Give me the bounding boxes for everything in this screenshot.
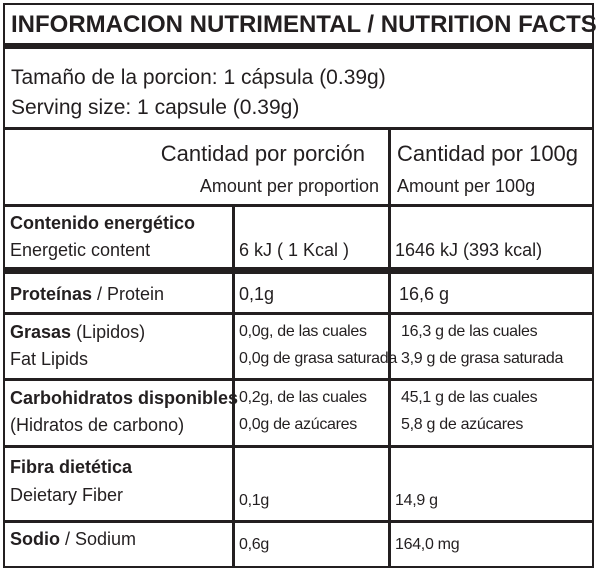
serving-size-en: Serving size: 1 capsule (0.39g) — [11, 96, 300, 119]
header-per-100g-es: Cantidad por 100g — [397, 141, 579, 166]
row-protein-label-en: / Protein — [92, 284, 165, 304]
row-sodium-label-es: Sodio — [10, 529, 60, 549]
rule-carbs — [5, 445, 592, 448]
col-divider-right — [388, 207, 391, 568]
row-fiber-label-en: Deietary Fiber — [10, 485, 124, 505]
col-divider-right-header — [388, 130, 391, 204]
row-energy-label-en: Energetic content — [10, 240, 151, 260]
row-protein-per100: 16,6 g — [399, 284, 450, 304]
header-per-100g-en: Amount per 100g — [397, 176, 536, 196]
row-energy-label-es: Contenido energético — [10, 213, 196, 233]
row-fat-portion-1: 0,0g, de las cuales — [239, 323, 367, 340]
row-energy-portion: 6 kJ ( 1 Kcal ) — [239, 240, 350, 260]
row-carbs-portion-2: 0,0g de azúcares — [239, 416, 357, 433]
label-title: INFORMACION NUTRIMENTAL / NUTRITION FACT… — [11, 11, 597, 38]
row-sodium-portion: 0,6g — [239, 536, 269, 553]
header-per-portion-en: Amount per proportion — [199, 176, 379, 196]
row-protein-label: Proteínas / Protein — [10, 285, 164, 303]
row-carbs-portion-1: 0,2g, de las cuales — [239, 389, 367, 406]
col-divider-left — [232, 207, 235, 568]
rule-protein — [5, 312, 592, 315]
row-fat-label-en: Fat Lipids — [10, 349, 89, 369]
rule-energy — [5, 267, 592, 274]
row-sodium-per100: 164,0 mg — [395, 536, 460, 553]
row-energy-per100: 1646 kJ (393 kcal) — [395, 240, 543, 260]
rule-header — [5, 204, 592, 207]
row-fat-label: Grasas (Lipidos) — [10, 323, 145, 341]
header-per-portion-es: Cantidad por porción — [160, 141, 365, 166]
rule-serving — [5, 127, 592, 130]
row-fat-per100-2: 3,9 g de grasa saturada — [401, 350, 564, 367]
row-sodium-label-en: / Sodium — [60, 529, 137, 549]
rule-title — [5, 43, 592, 49]
row-fat-per100-1: 16,3 g de las cuales — [401, 323, 538, 340]
row-sodium-label: Sodio / Sodium — [10, 530, 136, 548]
row-protein-portion: 0,1g — [239, 284, 275, 304]
serving-size-es: Tamaño de la porcion: 1 cápsula (0.39g) — [11, 66, 386, 89]
row-carbs-per100-2: 5,8 g de azúcares — [401, 416, 524, 433]
row-fiber-per100: 14,9 g — [395, 492, 438, 509]
row-fat-label-es: Grasas — [10, 322, 72, 342]
row-fiber-label-es: Fibra dietética — [10, 457, 133, 477]
row-fat-portion-2: 0,0g de grasa saturada — [239, 350, 397, 367]
row-carbs-label-es: Carbohidratos disponibles — [10, 388, 239, 408]
row-protein-label-es: Proteínas — [10, 284, 93, 304]
row-carbs-label-en: (Hidratos de carbono) — [10, 415, 185, 435]
rule-fiber — [5, 520, 592, 523]
row-fiber-portion: 0,1g — [239, 492, 269, 509]
nutrition-facts-label: INFORMACION NUTRIMENTAL / NUTRITION FACT… — [3, 3, 597, 568]
row-carbs-per100-1: 45,1 g de las cuales — [401, 389, 538, 406]
rule-fat — [5, 378, 592, 381]
row-fat-label-es-rest: (Lipidos) — [71, 322, 146, 342]
